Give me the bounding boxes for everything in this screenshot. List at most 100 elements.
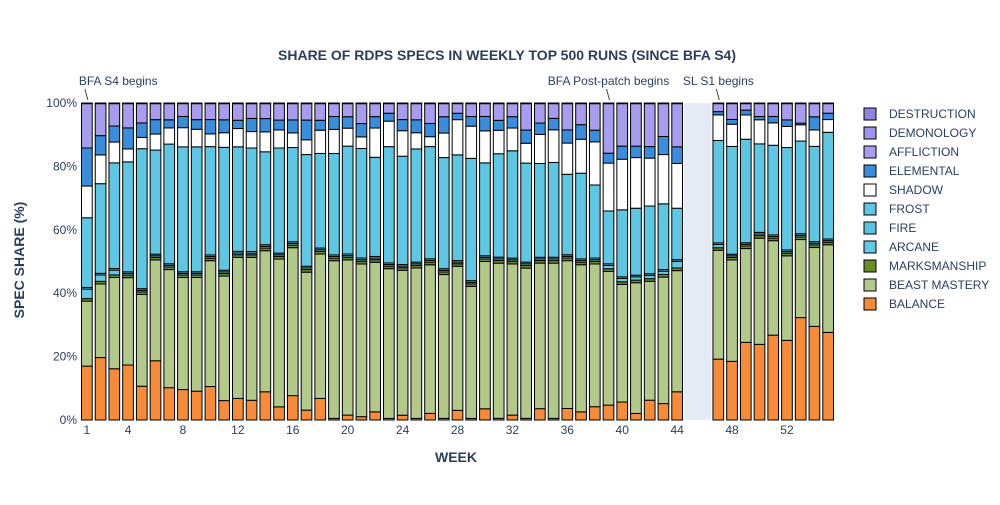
bar-segment-shadow[interactable] — [149, 133, 162, 151]
bar-segment-frost[interactable] — [81, 217, 93, 288]
bar-segment-elemental[interactable] — [479, 115, 491, 132]
bar-segment-demonology[interactable] — [616, 102, 629, 105]
bar-segment-balance[interactable] — [712, 358, 725, 421]
bar-segment-beast-mastery[interactable] — [396, 269, 409, 416]
bar-segment-shadow[interactable] — [218, 132, 230, 148]
bar-segment-beast-mastery[interactable] — [369, 261, 381, 413]
bar-segment-frost[interactable] — [396, 155, 409, 266]
bar-segment-balance[interactable] — [479, 408, 491, 421]
bar-segment-affliction[interactable] — [149, 103, 162, 121]
bar-segment-shadow[interactable] — [616, 158, 629, 211]
bar-segment-frost[interactable] — [177, 146, 189, 273]
bar-segment-frost[interactable] — [437, 157, 450, 270]
bar-segment-elemental[interactable] — [492, 119, 505, 131]
bar-segment-frost[interactable] — [259, 151, 272, 246]
bar-segment-frost[interactable] — [657, 203, 670, 271]
bar-segment-shadow[interactable] — [561, 142, 574, 175]
bar-segment-frost[interactable] — [108, 162, 121, 270]
bar-segment-demonology[interactable] — [712, 102, 725, 105]
bar-segment-affliction[interactable] — [135, 103, 148, 124]
bar-segment-beast-mastery[interactable] — [355, 263, 368, 418]
bar-segment-shadow[interactable] — [245, 131, 258, 149]
bar-segment-shadow[interactable] — [492, 129, 505, 155]
bar-segment-demonology[interactable] — [465, 102, 478, 105]
bar-segment-demonology[interactable] — [726, 102, 738, 105]
bar-segment-shadow[interactable] — [122, 148, 134, 163]
bar-segment-frost[interactable] — [561, 173, 574, 256]
bar-segment-demonology[interactable] — [492, 102, 505, 105]
bar-segment-balance[interactable] — [794, 317, 807, 421]
bar-segment-frost[interactable] — [94, 183, 107, 274]
bar-segment-affliction[interactable] — [588, 103, 601, 131]
bar-segment-arcane[interactable] — [81, 288, 93, 300]
bar-segment-balance[interactable] — [767, 334, 780, 421]
bar-segment-beast-mastery[interactable] — [534, 262, 546, 410]
bar-segment-frost[interactable] — [616, 209, 629, 278]
bar-segment-affliction[interactable] — [383, 103, 395, 114]
bar-segment-affliction[interactable] — [163, 103, 176, 121]
bar-segment-arcane[interactable] — [671, 260, 683, 269]
bar-segment-affliction[interactable] — [273, 103, 285, 121]
bar-segment-frost[interactable] — [355, 147, 368, 259]
legend-item-shadow[interactable]: SHADOW — [863, 183, 944, 197]
legend-item-affliction[interactable]: AFFLICTION — [863, 145, 959, 159]
bar-segment-affliction[interactable] — [108, 103, 121, 127]
bar-segment-frost[interactable] — [726, 145, 738, 255]
bar-segment-elemental[interactable] — [108, 125, 121, 143]
bar-segment-elemental[interactable] — [81, 147, 93, 187]
legend-swatch[interactable] — [863, 164, 877, 178]
bar-segment-elemental[interactable] — [506, 116, 519, 129]
bar-segment-frost[interactable] — [739, 138, 752, 244]
bar-segment-balance[interactable] — [135, 385, 148, 421]
legend-swatch[interactable] — [863, 183, 877, 197]
bar-segment-frost[interactable] — [149, 149, 162, 255]
bar-segment-elemental[interactable] — [177, 115, 189, 129]
bar-segment-shadow[interactable] — [163, 127, 176, 145]
bar-segment-shadow[interactable] — [259, 131, 272, 153]
bar-segment-elemental[interactable] — [767, 115, 780, 124]
bar-segment-beast-mastery[interactable] — [822, 244, 834, 333]
bar-segment-beast-mastery[interactable] — [108, 277, 121, 370]
bar-segment-balance[interactable] — [616, 401, 629, 421]
bar-segment-elemental[interactable] — [135, 122, 148, 138]
bar-segment-beast-mastery[interactable] — [479, 261, 491, 410]
bar-segment-shadow[interactable] — [506, 127, 519, 152]
bar-segment-demonology[interactable] — [602, 102, 615, 105]
bar-segment-frost[interactable] — [492, 153, 505, 258]
bar-segment-balance[interactable] — [561, 408, 574, 421]
bar-segment-demonology[interactable] — [177, 102, 189, 105]
bar-segment-elemental[interactable] — [534, 122, 546, 135]
bar-segment-demonology[interactable] — [355, 102, 368, 105]
bar-segment-shadow[interactable] — [383, 120, 395, 148]
bar-segment-balance[interactable] — [232, 397, 244, 421]
bar-segment-balance[interactable] — [314, 397, 327, 421]
bar-segment-elemental[interactable] — [465, 116, 478, 127]
bar-segment-demonology[interactable] — [300, 102, 313, 105]
bar-segment-balance[interactable] — [94, 357, 107, 421]
bar-segment-affliction[interactable] — [94, 103, 107, 137]
bar-segment-beast-mastery[interactable] — [643, 280, 656, 401]
bar-segment-balance[interactable] — [245, 399, 258, 421]
bar-segment-affliction[interactable] — [492, 103, 505, 121]
bar-segment-shadow[interactable] — [726, 123, 738, 147]
bar-segment-beast-mastery[interactable] — [328, 260, 340, 419]
bar-segment-demonology[interactable] — [808, 102, 821, 105]
bar-segment-affliction[interactable] — [122, 103, 134, 129]
bar-segment-demonology[interactable] — [767, 102, 780, 105]
bar-segment-elemental[interactable] — [424, 122, 436, 138]
bar-segment-frost[interactable] — [135, 148, 148, 290]
bar-segment-affliction[interactable] — [643, 103, 656, 148]
bar-segment-demonology[interactable] — [341, 102, 354, 105]
bar-segment-elemental[interactable] — [808, 116, 821, 131]
bar-segment-shadow[interactable] — [671, 162, 683, 209]
bar-segment-affliction[interactable] — [204, 103, 217, 121]
bar-segment-demonology[interactable] — [190, 102, 203, 105]
bar-segment-demonology[interactable] — [547, 102, 560, 105]
bar-segment-affliction[interactable] — [657, 103, 670, 138]
bar-segment-demonology[interactable] — [781, 102, 793, 105]
bar-segment-frost[interactable] — [506, 150, 519, 259]
bar-segment-frost[interactable] — [808, 145, 821, 243]
bar-segment-balance[interactable] — [602, 404, 615, 421]
bar-segment-frost[interactable] — [383, 146, 395, 264]
bar-segment-affliction[interactable] — [341, 103, 354, 118]
